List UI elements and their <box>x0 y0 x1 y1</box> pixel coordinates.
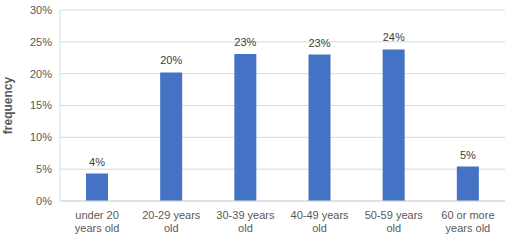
svg-text:20-29 yearsold: 20-29 yearsold <box>142 209 201 234</box>
svg-text:0%: 0% <box>36 195 52 207</box>
svg-text:under 20years old: under 20years old <box>75 209 120 234</box>
svg-text:25%: 25% <box>30 36 52 48</box>
svg-text:30-39 yearsold: 30-39 yearsold <box>216 209 275 234</box>
svg-text:15%: 15% <box>30 99 52 111</box>
svg-text:20%: 20% <box>160 54 182 66</box>
svg-text:40-49 yearsold: 40-49 yearsold <box>291 209 350 234</box>
svg-text:23%: 23% <box>234 36 256 48</box>
svg-text:4%: 4% <box>89 156 105 168</box>
svg-text:20%: 20% <box>30 68 52 80</box>
svg-text:24%: 24% <box>383 31 405 43</box>
svg-text:5%: 5% <box>460 149 476 161</box>
svg-text:5%: 5% <box>36 163 52 175</box>
svg-text:60 or moreyears old: 60 or moreyears old <box>441 209 494 234</box>
svg-text:frequency: frequency <box>1 77 15 135</box>
svg-text:10%: 10% <box>30 131 52 143</box>
svg-text:23%: 23% <box>308 37 330 49</box>
svg-text:30%: 30% <box>30 4 52 16</box>
svg-text:50-59 yearsold: 50-59 yearsold <box>365 209 424 234</box>
